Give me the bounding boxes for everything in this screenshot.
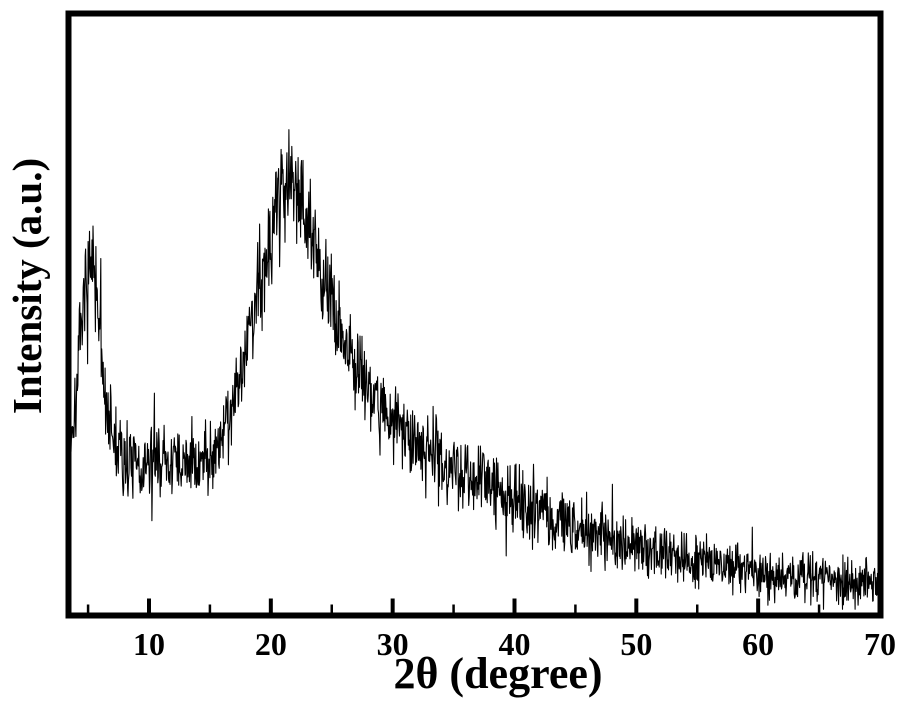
- y-axis-title: Intensity (a.u.): [4, 157, 50, 415]
- x-tick-label-30: 30: [376, 626, 409, 662]
- x-axis-title: 2θ (degree): [393, 649, 603, 698]
- x-tick-label-50: 50: [620, 626, 653, 662]
- x-tick-label-20: 20: [254, 626, 287, 662]
- x-tick-label-60: 60: [742, 626, 775, 662]
- x-tick-label-10: 10: [133, 626, 165, 662]
- x-tick-label-70: 70: [863, 626, 896, 662]
- x-tick-label-40: 40: [498, 626, 531, 662]
